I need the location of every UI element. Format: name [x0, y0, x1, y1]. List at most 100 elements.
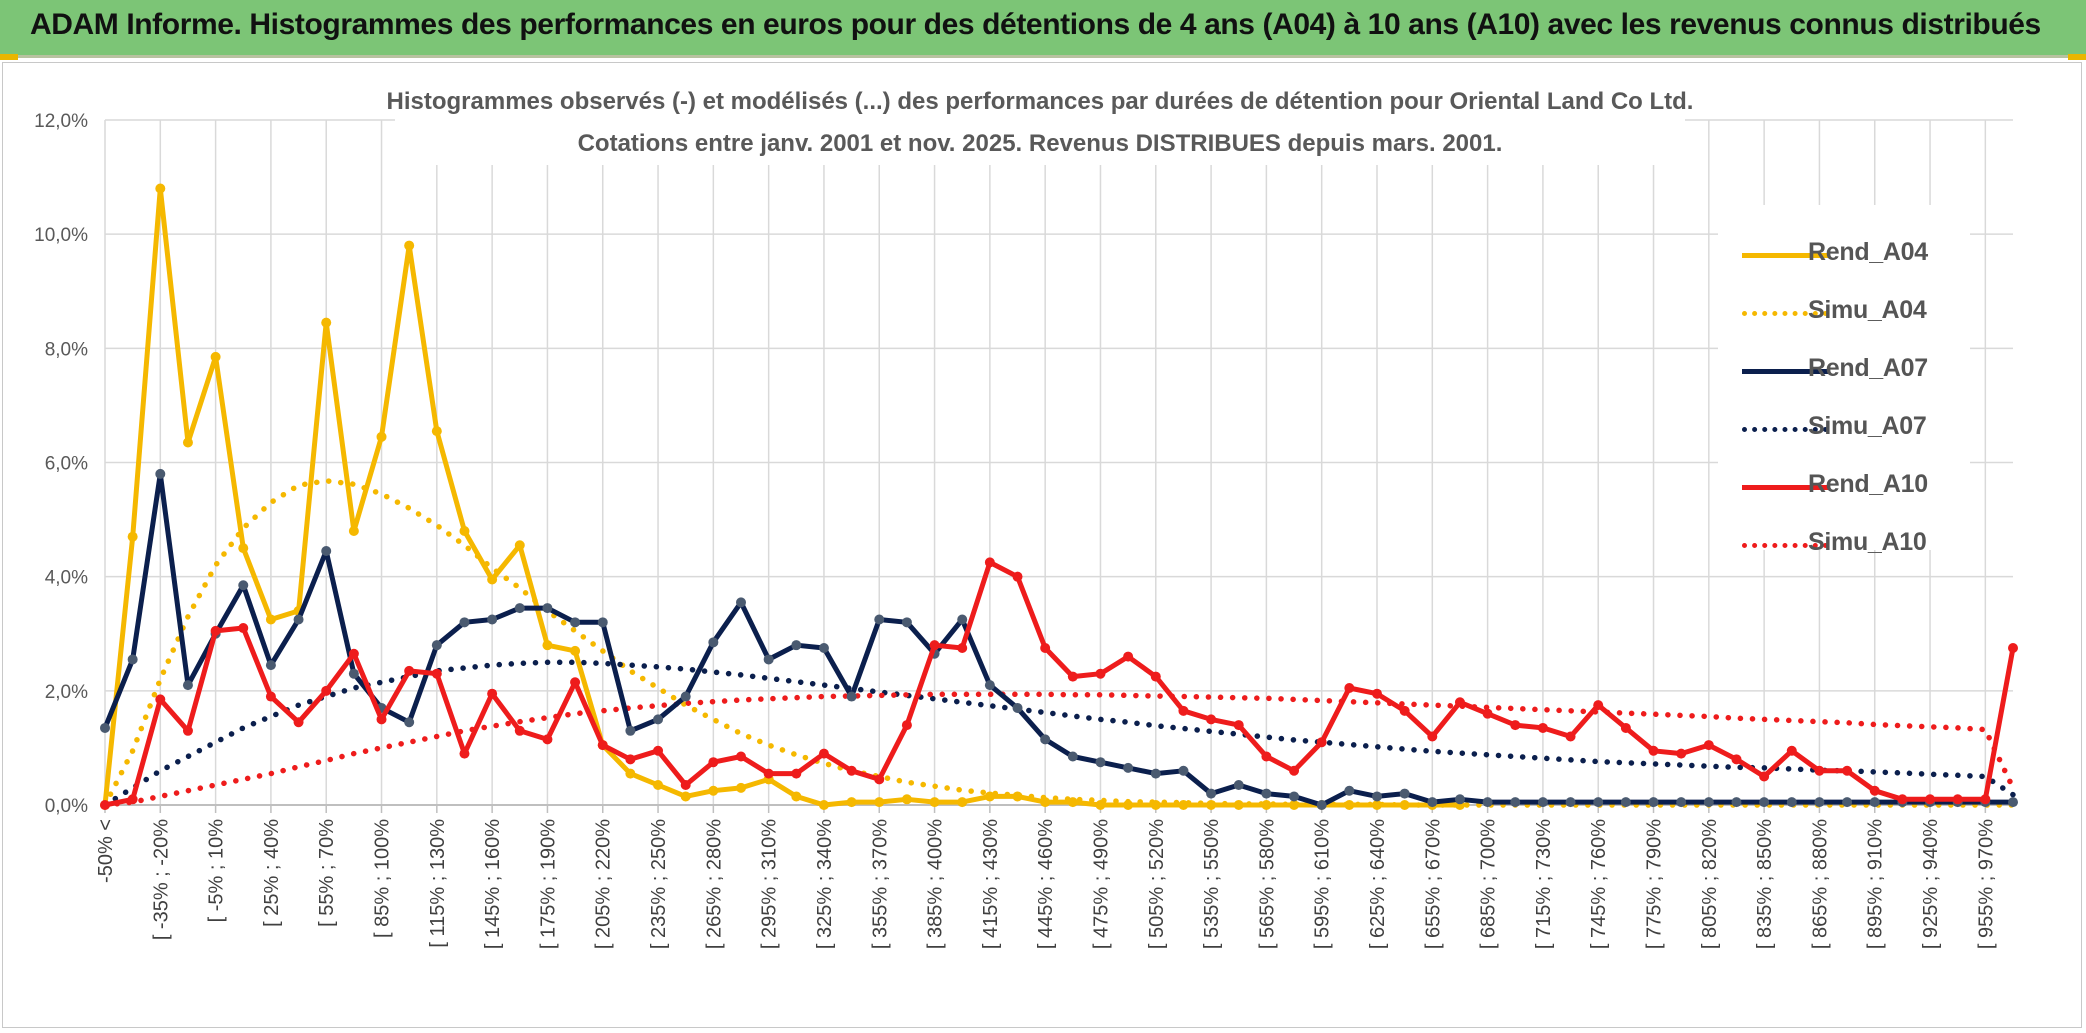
legend-label-rend-a10: Rend_A10: [1808, 470, 1928, 498]
data-point-rend-a04: [1289, 800, 1300, 810]
x-tick-label: [ 715% ; 730%: [1533, 819, 1555, 949]
data-point-rend-a07: [653, 714, 664, 725]
data-point-rend-a04: [431, 426, 442, 437]
data-point-rend-a10: [1040, 643, 1051, 654]
x-tick-label: [ -35% ; -20%: [150, 819, 172, 940]
chart-title-line1: Histogrammes observés (-) et modélisés (…: [387, 88, 1694, 115]
data-point-rend-a10: [1427, 731, 1438, 742]
data-point-rend-a10: [1261, 751, 1272, 762]
data-point-rend-a04: [1067, 797, 1078, 808]
data-point-rend-a10: [1648, 745, 1659, 756]
series-simu-a07: [102, 659, 2016, 808]
x-tick-label: [ 445% ; 460%: [1035, 819, 1057, 949]
data-point-rend-a04: [1123, 800, 1134, 810]
data-point-rend-a07: [763, 654, 774, 665]
data-point-rend-a10: [1510, 720, 1521, 731]
data-point-rend-a07: [1869, 797, 1880, 808]
data-point-rend-a10: [1952, 794, 1963, 805]
data-point-rend-a10: [376, 714, 387, 725]
data-point-rend-a10: [155, 694, 166, 705]
x-tick-label: [ -5% ; 10%: [206, 819, 228, 923]
data-point-rend-a10: [736, 751, 746, 762]
legend-item-rend-a10: Rend_A10: [1718, 465, 1970, 505]
data-point-rend-a10: [929, 640, 940, 651]
data-point-rend-a07: [1427, 797, 1438, 808]
data-point-rend-a10: [1012, 571, 1023, 582]
data-point-rend-a10: [100, 800, 110, 810]
data-point-rend-a10: [1565, 731, 1576, 742]
x-tick-label: [ 25% ; 40%: [261, 819, 283, 927]
data-point-rend-a07: [1123, 762, 1134, 773]
data-point-rend-a10: [348, 648, 359, 659]
legend-item-rend-a04: Rend_A04: [1718, 233, 1970, 273]
x-tick-label: [ 175% ; 190%: [537, 819, 559, 949]
data-point-rend-a07: [404, 717, 415, 728]
data-point-rend-a07: [1316, 800, 1327, 810]
x-tick-label: [ 865% ; 880%: [1809, 819, 1831, 949]
data-point-rend-a04: [487, 574, 498, 585]
data-point-rend-a07: [1178, 765, 1189, 776]
data-point-rend-a10: [2008, 643, 2018, 654]
data-point-rend-a10: [708, 757, 719, 768]
data-point-rend-a07: [487, 614, 498, 625]
series-line-rend-a10: [102, 559, 2016, 808]
data-point-rend-a10: [210, 625, 221, 636]
legend-label-simu-a10: Simu_A10: [1808, 528, 1927, 556]
data-point-rend-a07: [348, 668, 359, 679]
data-point-rend-a04: [929, 797, 940, 808]
data-point-rend-a07: [100, 722, 110, 733]
x-tick-label: [ 295% ; 310%: [759, 819, 781, 949]
data-point-rend-a10: [1482, 708, 1493, 719]
chart-legend: Rend_A04 Simu_A04 Rend_A07 Simu_A07 Rend…: [1718, 205, 1970, 556]
data-point-rend-a04: [570, 645, 581, 656]
data-point-rend-a10: [763, 768, 774, 779]
x-tick-label: -50% <: [95, 819, 117, 883]
data-point-rend-a04: [376, 431, 387, 442]
x-tick-label: [ 265% ; 280%: [703, 819, 725, 949]
data-point-rend-a07: [1150, 768, 1161, 779]
data-point-rend-a04: [736, 782, 746, 793]
legend-swatch-rend-a07: [1742, 369, 1828, 374]
data-point-rend-a10: [293, 717, 304, 728]
data-point-rend-a10: [1786, 745, 1797, 756]
data-point-rend-a10: [1869, 785, 1880, 796]
y-tick-label: 10,0%: [34, 225, 88, 246]
data-point-rend-a10: [597, 740, 608, 751]
x-tick-label: [ 775% ; 790%: [1644, 819, 1666, 949]
data-point-rend-a10: [1399, 705, 1410, 716]
legend-item-rend-a07: Rend_A07: [1718, 349, 1970, 389]
data-point-rend-a07: [1344, 785, 1355, 796]
data-point-rend-a07: [1648, 797, 1659, 808]
data-point-rend-a10: [1731, 754, 1742, 765]
data-point-rend-a10: [514, 725, 525, 736]
series-simu-a10: [102, 691, 2016, 808]
data-point-rend-a07: [570, 617, 581, 628]
data-point-rend-a10: [1178, 705, 1189, 716]
x-tick-label: [ 925% ; 940%: [1920, 819, 1942, 949]
data-point-rend-a10: [321, 685, 332, 696]
data-point-rend-a07: [736, 597, 746, 608]
x-tick-label: [ 955% ; 970%: [1975, 819, 1997, 949]
data-point-rend-a10: [1123, 651, 1134, 662]
data-point-rend-a07: [957, 614, 968, 625]
data-point-rend-a07: [625, 725, 636, 736]
data-point-rend-a10: [1289, 765, 1300, 776]
x-tick-label: [ 205% ; 220%: [593, 819, 615, 949]
x-tick-label: [ 805% ; 820%: [1699, 819, 1721, 949]
data-point-rend-a07: [1593, 797, 1604, 808]
data-point-rend-a10: [1095, 668, 1106, 679]
legend-item-simu-a10: Simu_A10: [1718, 523, 1970, 563]
data-point-rend-a10: [984, 557, 995, 568]
banner-corner-right: [2068, 54, 2086, 60]
data-point-rend-a04: [625, 768, 636, 779]
data-point-rend-a10: [570, 677, 581, 688]
legend-swatch-simu-a10: [1742, 543, 1828, 548]
data-point-rend-a04: [1344, 800, 1355, 810]
data-point-rend-a10: [127, 794, 138, 805]
data-point-rend-a10: [487, 688, 498, 699]
title-banner: ADAM Informe. Histogrammes des performan…: [0, 0, 2086, 58]
data-point-rend-a04: [265, 614, 276, 625]
x-tick-label: [ 595% ; 610%: [1312, 819, 1334, 949]
data-point-rend-a07: [1731, 797, 1742, 808]
data-point-rend-a07: [238, 580, 249, 591]
